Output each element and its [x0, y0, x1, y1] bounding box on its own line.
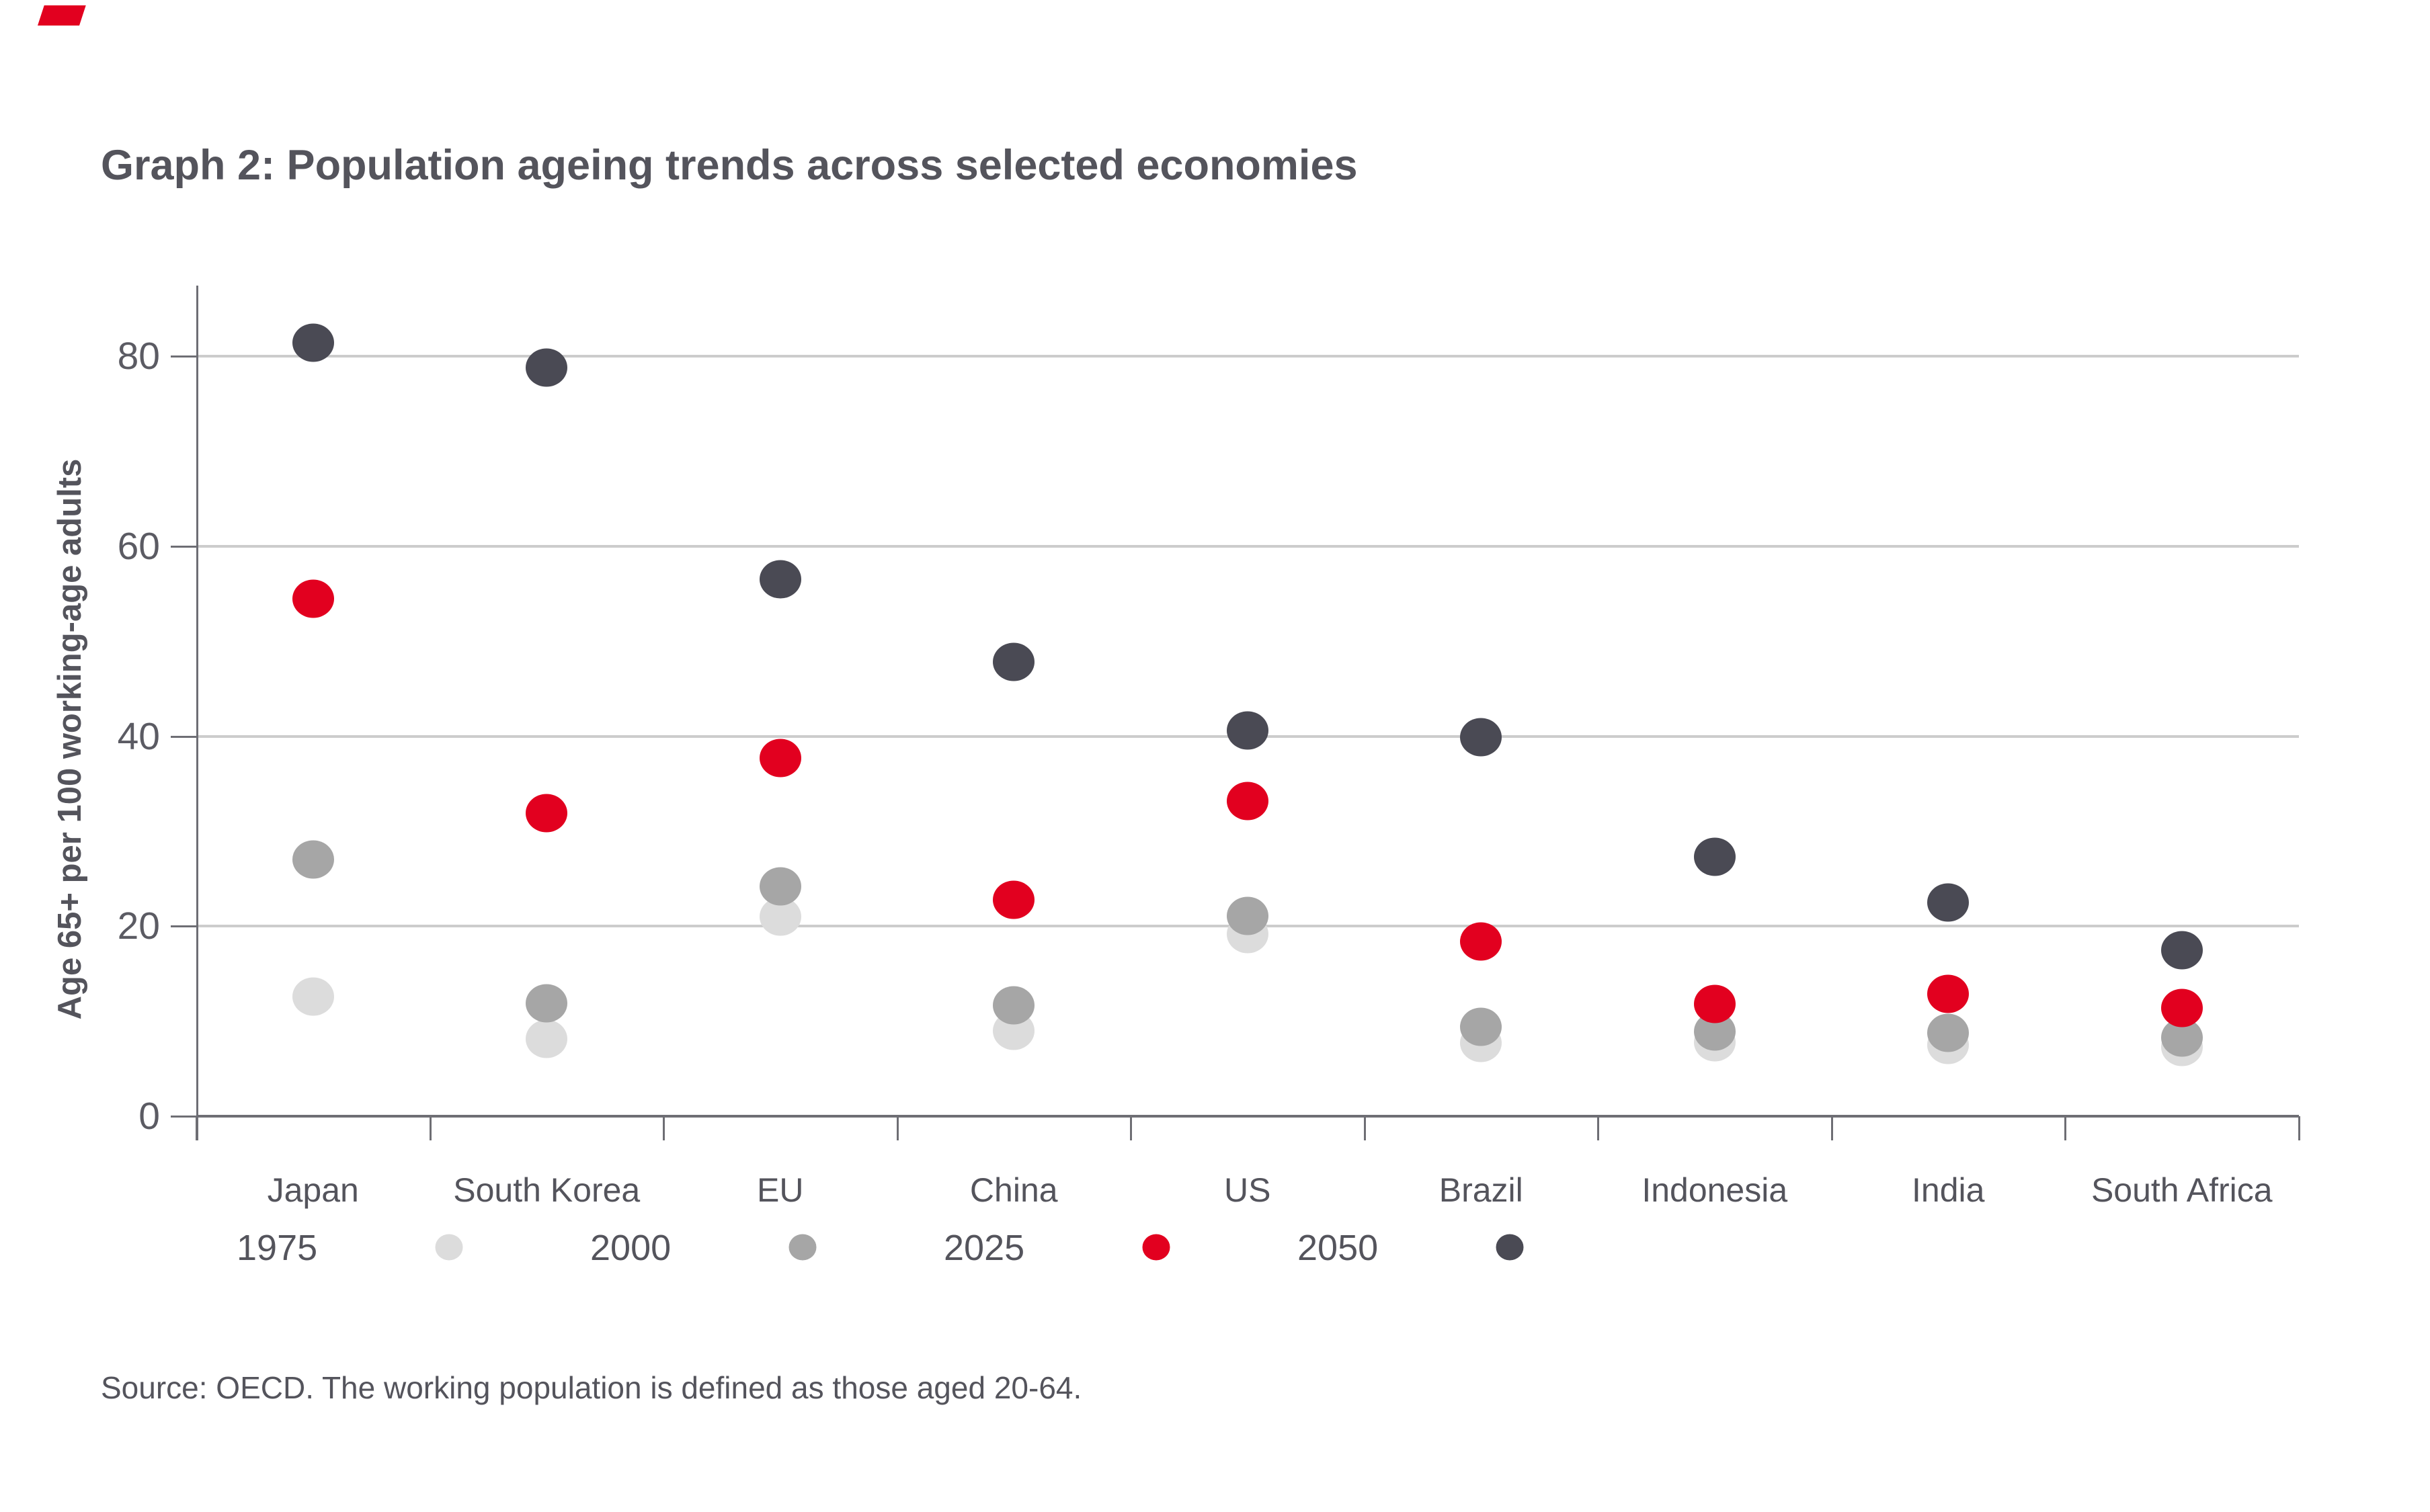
dot-south-africa-2050 [2160, 931, 2203, 970]
dot-china-2050 [993, 642, 1035, 681]
x-axis-tick-3 [896, 1116, 899, 1140]
x-axis-tick-6 [1597, 1116, 1599, 1140]
x-axis-tick-0 [196, 1116, 198, 1140]
dot-south-korea-2025 [526, 794, 568, 833]
dot-us-2000 [1226, 896, 1268, 935]
dot-china-2000 [993, 986, 1035, 1025]
x-axis-tick-8 [2064, 1116, 2066, 1140]
source-note: Source: OECD. The working population is … [101, 1370, 1082, 1405]
category-label-japan: Japan [267, 1171, 359, 1209]
dot-us-2050 [1226, 711, 1268, 750]
category-label-eu: EU [757, 1171, 804, 1209]
category-label-china: China [969, 1171, 1058, 1209]
y-tick-label-20: 20 [117, 905, 160, 948]
category-label-us: US [1224, 1171, 1271, 1209]
dot-south-africa-2025 [2160, 989, 2203, 1027]
dot-japan-1975 [292, 977, 334, 1016]
dot-south-korea-1975 [526, 1019, 568, 1058]
dot-brazil-2050 [1460, 718, 1502, 757]
y-axis-tick-40 [171, 735, 196, 738]
dot-china-2025 [993, 880, 1035, 919]
y-tick-label-60: 60 [117, 524, 160, 568]
dot-south-korea-2000 [526, 984, 568, 1023]
dot-south-korea-2050 [526, 348, 568, 387]
legend-label-2000: 2000 [590, 1228, 672, 1268]
gridline-80 [196, 355, 2299, 358]
x-axis-baseline [196, 1115, 2299, 1118]
category-label-south-africa: South Africa [2091, 1171, 2273, 1209]
x-axis-tick-1 [429, 1116, 432, 1140]
legend-dot-1975 [435, 1234, 463, 1261]
dot-brazil-2000 [1460, 1007, 1502, 1046]
dot-japan-2025 [292, 579, 334, 618]
x-axis-tick-7 [1830, 1116, 1833, 1140]
dot-eu-2025 [759, 739, 801, 778]
y-axis-tick-60 [171, 545, 196, 548]
legend-label-1975: 1975 [237, 1228, 318, 1268]
dot-india-2000 [1927, 1013, 1970, 1052]
gridline-60 [196, 544, 2299, 548]
dot-india-2025 [1927, 974, 1970, 1013]
legend-dot-2050 [1496, 1234, 1524, 1261]
category-label-indonesia: Indonesia [1642, 1171, 1788, 1209]
dot-eu-2050 [759, 560, 801, 599]
category-label-south-korea: South Korea [453, 1171, 641, 1209]
y-axis-tick-20 [171, 925, 196, 928]
legend-dot-2025 [1142, 1234, 1170, 1261]
dot-japan-2050 [292, 323, 334, 362]
legend-label-2025: 2025 [944, 1228, 1025, 1268]
x-axis-tick-2 [663, 1116, 665, 1140]
dot-eu-2000 [759, 867, 801, 906]
legend-dot-2000 [788, 1234, 817, 1261]
y-axis-tick-80 [171, 355, 196, 358]
dot-us-2025 [1226, 782, 1268, 821]
y-tick-label-0: 0 [138, 1095, 160, 1138]
category-label-brazil: Brazil [1439, 1171, 1523, 1209]
legend-label-2050: 2050 [1297, 1228, 1379, 1268]
dot-brazil-2025 [1460, 922, 1502, 961]
x-axis-tick-5 [1363, 1116, 1366, 1140]
category-label-india: India [1912, 1171, 1985, 1209]
y-tick-label-40: 40 [117, 714, 160, 758]
dot-japan-2000 [292, 840, 334, 879]
y-axis-tick-0 [171, 1116, 196, 1118]
y-axis-line [196, 286, 198, 1140]
y-tick-label-80: 80 [117, 335, 160, 378]
dot-indonesia-2050 [1693, 837, 1736, 876]
dot-india-2050 [1927, 883, 1970, 922]
x-axis-tick-4 [1130, 1116, 1132, 1140]
dot-indonesia-2025 [1693, 984, 1736, 1023]
chart-title: Graph 2: Population ageing trends across… [101, 142, 1358, 189]
x-axis-tick-9 [2298, 1116, 2300, 1140]
